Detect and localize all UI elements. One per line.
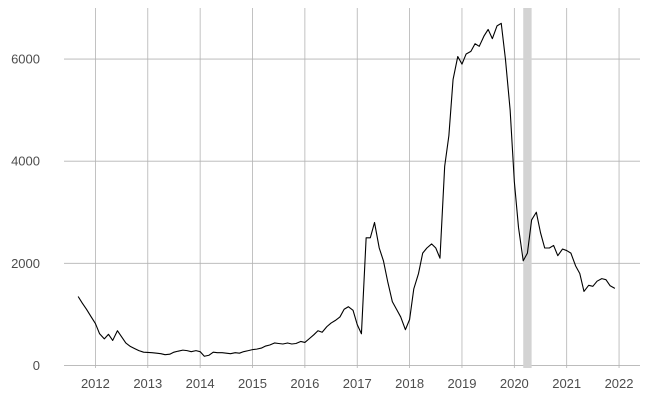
- series-line-0: [77, 22, 616, 357]
- series-group: [77, 22, 616, 357]
- x-tick-label-2020: 2020: [500, 376, 529, 391]
- y-tick-label-2000: 2000: [11, 256, 40, 271]
- shaded-bands: [523, 8, 532, 368]
- x-tick-label-2021: 2021: [552, 376, 581, 391]
- x-tick-label-2013: 2013: [133, 376, 162, 391]
- x-tick-label-2017: 2017: [343, 376, 372, 391]
- x-tick-label-2016: 2016: [290, 376, 319, 391]
- x-tick-label-2019: 2019: [448, 376, 477, 391]
- x-tick-label-2018: 2018: [395, 376, 424, 391]
- x-tick-label-2014: 2014: [186, 376, 215, 391]
- x-tick-label-2022: 2022: [605, 376, 634, 391]
- x-tick-labels: 2012 2013 2014 2015 2016 2017 2018 2019 2020 2021…: [81, 376, 634, 391]
- x-gridlines: [95, 8, 620, 368]
- y-tick-labels: 0 2000 4000 6000: [11, 52, 40, 373]
- y-gridlines: [64, 58, 640, 366]
- y-tick-label-4000: 4000: [11, 154, 40, 169]
- x-tick-label-2015: 2015: [238, 376, 267, 391]
- y-tick-label-0: 0: [33, 358, 40, 373]
- shaded-band-0: [523, 8, 532, 368]
- x-tick-label-2012: 2012: [81, 376, 110, 391]
- y-tick-label-6000: 6000: [11, 52, 40, 67]
